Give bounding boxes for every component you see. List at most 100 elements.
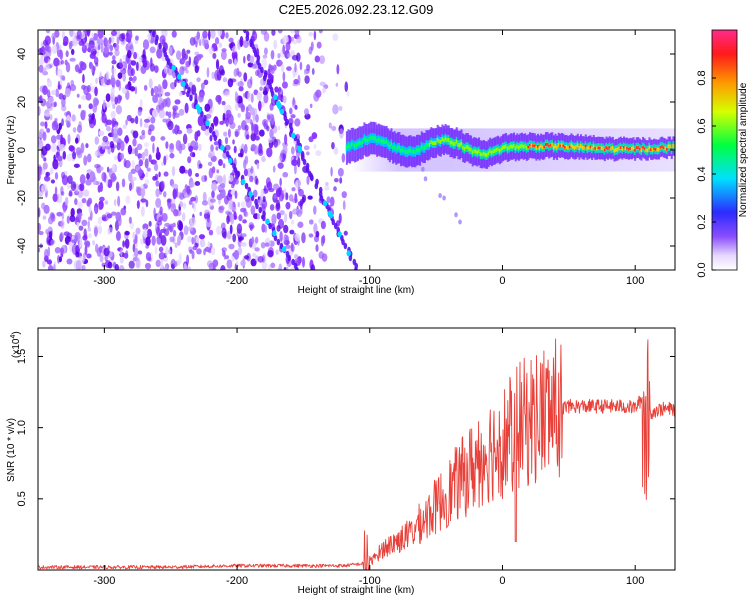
noise-speckle	[225, 109, 232, 119]
noise-speckle	[254, 135, 260, 141]
noise-speckle	[70, 48, 75, 56]
noise-speckle	[101, 171, 107, 182]
noise-speckle	[294, 30, 300, 36]
signal-band-core	[479, 152, 482, 157]
noise-speckle	[42, 131, 47, 141]
noise-speckle	[189, 36, 196, 46]
noise-speckle	[204, 246, 212, 253]
noise-speckle	[129, 182, 133, 192]
signal-band-peak	[532, 144, 536, 148]
signal-band-core	[427, 143, 430, 148]
noise-speckle	[172, 229, 177, 237]
noise-speckle	[277, 125, 281, 131]
noise-speckle	[46, 259, 53, 265]
noise-speckle	[189, 151, 195, 158]
signal-band-core	[406, 150, 409, 155]
noise-speckle	[329, 196, 335, 207]
signal-band-core	[466, 145, 469, 150]
noise-speckle	[233, 145, 237, 154]
signal-band-core	[595, 146, 598, 151]
noise-speckle	[100, 166, 104, 171]
signal-band-peak	[594, 146, 598, 150]
noise-speckle	[70, 79, 75, 87]
noise-speckle	[43, 67, 47, 73]
signal-band-peak	[564, 145, 568, 149]
noise-speckle	[158, 108, 166, 119]
noise-speckle	[64, 197, 69, 206]
noise-speckle	[59, 231, 65, 241]
noise-speckle	[295, 181, 298, 189]
noise-speckle	[211, 181, 217, 192]
noise-speckle	[216, 175, 223, 184]
signal-band-peak	[562, 144, 566, 148]
noise-speckle	[78, 212, 83, 217]
signal-band-core	[422, 145, 425, 150]
noise-speckle	[94, 136, 100, 145]
noise-speckle	[243, 143, 248, 154]
noise-speckle	[132, 138, 137, 147]
noise-speckle	[114, 124, 119, 134]
noise-speckle	[264, 185, 267, 190]
y-tick-label: 1.5	[16, 349, 28, 364]
signal-band-peak	[643, 147, 647, 151]
signal-band-core	[395, 147, 398, 151]
signal-band-core	[417, 147, 420, 152]
noise-speckle	[238, 86, 244, 92]
signal-band-core	[556, 145, 559, 150]
noise-speckle	[290, 219, 295, 225]
signal-band-core	[618, 146, 621, 151]
signal-band-peak	[527, 145, 531, 149]
noise-speckle	[271, 213, 277, 225]
noise-speckle	[278, 263, 283, 270]
signal-band-core	[390, 142, 393, 146]
noise-speckle	[85, 242, 91, 248]
noise-speckle	[106, 70, 110, 81]
noise-speckle	[306, 151, 310, 156]
noise-speckle	[279, 177, 282, 187]
signal-band-core	[412, 149, 415, 154]
noise-speckle	[203, 248, 206, 256]
signal-band-peak	[638, 147, 642, 151]
signal-band-core	[570, 143, 573, 148]
noise-speckle	[160, 97, 163, 104]
noise-speckle	[304, 75, 310, 84]
noise-speckle	[308, 46, 313, 55]
noise-speckle	[277, 162, 284, 169]
noise-speckle	[84, 245, 88, 256]
noise-speckle	[64, 87, 71, 98]
noise-speckle	[116, 36, 120, 45]
noise-speckle	[244, 124, 249, 131]
noise-speckle	[216, 225, 222, 236]
noise-speckle	[111, 59, 117, 65]
noise-speckle	[142, 223, 149, 231]
noise-speckle	[56, 68, 63, 78]
noise-speckle	[69, 214, 76, 223]
noise-speckle	[99, 71, 102, 82]
noise-speckle	[296, 35, 302, 44]
noise-speckle	[87, 233, 92, 239]
colorbar-tick-label: 0.8	[696, 70, 708, 85]
noise-speckle	[40, 202, 46, 210]
signal-band-core	[371, 136, 374, 141]
noise-speckle	[294, 62, 297, 73]
diagonal-track-2	[310, 174, 314, 182]
signal-band-core	[656, 147, 659, 152]
noise-speckle	[240, 233, 247, 238]
noise-speckle	[298, 188, 304, 197]
diagonal-track-1	[268, 222, 272, 230]
diagonal-track-2	[245, 34, 250, 42]
colorbar: 0.0 0.2 0.4 0.6 0.8 Normalized spectral ampl…	[696, 29, 749, 278]
noise-speckle	[171, 166, 176, 177]
noise-speckle	[269, 102, 274, 111]
noise-speckle	[270, 49, 275, 60]
noise-speckle	[313, 143, 317, 150]
noise-speckle	[76, 93, 80, 98]
colorbar-tick-label: 0.4	[696, 166, 708, 181]
noise-speckle	[297, 157, 301, 168]
noise-speckle	[293, 78, 299, 85]
noise-speckle	[273, 39, 278, 50]
noise-speckle	[243, 207, 247, 217]
noise-speckle	[266, 125, 270, 132]
noise-speckle	[176, 125, 180, 132]
noise-speckle	[136, 143, 143, 151]
